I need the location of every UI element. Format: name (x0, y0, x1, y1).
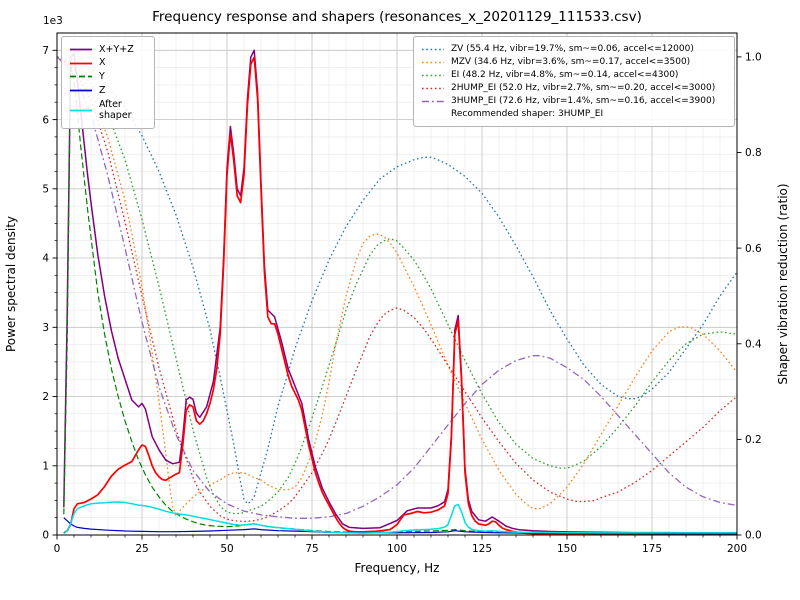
legend-swatch (69, 107, 93, 114)
svg-text:0.6: 0.6 (745, 243, 762, 255)
legend-line-sample-icon (70, 109, 92, 112)
svg-text:7: 7 (42, 45, 49, 57)
legend-line-sample-icon (70, 76, 92, 78)
svg-text:25: 25 (135, 543, 148, 555)
legend-swatch (69, 60, 93, 67)
svg-text:100: 100 (387, 543, 407, 555)
legend-label: After shaper (99, 99, 132, 122)
legend-line-sample-icon (422, 48, 444, 50)
svg-text:2: 2 (42, 391, 49, 403)
legend-line-sample-icon (70, 89, 92, 92)
svg-text:5: 5 (42, 184, 49, 196)
legend-swatch (421, 59, 445, 66)
legend-swatch (69, 46, 93, 53)
axis-ticks: 0 25 50 75 100 125 150 175 200 0 1 2 3 4 5 6 7 0.0 0.2 0.4 0… (42, 45, 762, 555)
legend-item-after-shaper: After shaper (69, 99, 147, 122)
legend-label: X+Y+Z (99, 43, 134, 55)
legend-swatch (421, 72, 445, 79)
legend-swatch (421, 46, 445, 53)
svg-text:1: 1 (42, 461, 49, 473)
svg-text:125: 125 (472, 543, 492, 555)
svg-text:0: 0 (42, 530, 49, 542)
recommended-shaper-text: Recommended shaper: 3HUMP_EI (451, 109, 604, 119)
svg-text:4: 4 (42, 253, 49, 265)
svg-text:175: 175 (642, 543, 662, 555)
svg-text:0.8: 0.8 (745, 147, 762, 159)
legend-shapers: ZV (55.4 Hz, vibr=19.7%, sm~=0.06, accel… (413, 36, 735, 127)
legend-line-sample-icon (70, 62, 92, 64)
legend-item-3hump-ei: 3HUMP_EI (72.6 Hz, vibr=1.4%, sm~=0.16, … (421, 96, 727, 106)
legend-item-z: Z (69, 85, 147, 96)
legend-label: EI (48.2 Hz, vibr=4.8%, sm~=0.14, accel<… (451, 70, 679, 80)
svg-text:0.2: 0.2 (745, 434, 762, 446)
x-axis-label: Frequency, Hz (355, 561, 440, 575)
legend-label: MZV (34.6 Hz, vibr=3.6%, sm~=0.17, accel… (451, 57, 691, 67)
legend-swatch (69, 87, 93, 94)
svg-text:75: 75 (305, 543, 318, 555)
svg-text:1.0: 1.0 (745, 52, 762, 64)
legend-label: 2HUMP_EI (52.0 Hz, vibr=2.7%, sm~=0.20, … (451, 83, 716, 93)
legend-line-sample-icon (422, 61, 444, 63)
legend-line-sample-icon (422, 74, 444, 76)
series-curves (57, 49, 737, 535)
y-axis-label-left: Power spectral density (4, 216, 18, 352)
svg-text:50: 50 (220, 543, 233, 555)
legend-item-x-y-z: X+Y+Z (69, 44, 147, 55)
svg-text:0.0: 0.0 (745, 530, 762, 542)
legend-label: X (99, 57, 106, 69)
legend-item-2hump-ei: 2HUMP_EI (52.0 Hz, vibr=2.7%, sm~=0.20, … (421, 83, 727, 93)
recommended-shaper-row: Recommended shaper: 3HUMP_EI (421, 109, 727, 119)
legend-label: ZV (55.4 Hz, vibr=19.7%, sm~=0.06, accel… (451, 44, 694, 54)
svg-text:150: 150 (557, 543, 577, 555)
legend-item-mzv: MZV (34.6 Hz, vibr=3.6%, sm~=0.17, accel… (421, 57, 727, 67)
legend-label: 3HUMP_EI (72.6 Hz, vibr=1.4%, sm~=0.16, … (451, 96, 716, 106)
legend-line-sample-icon (70, 48, 92, 51)
axis-offset-text: 1e3 (43, 15, 63, 27)
legend-swatch (421, 85, 445, 92)
svg-text:3: 3 (42, 322, 49, 334)
legend-label: Y (99, 71, 105, 83)
legend-label: Z (99, 85, 106, 97)
svg-text:0: 0 (54, 543, 61, 555)
chart-title: Frequency response and shapers (resonanc… (152, 9, 642, 25)
legend-swatch (421, 98, 445, 105)
legend-item-ei: EI (48.2 Hz, vibr=4.8%, sm~=0.14, accel<… (421, 70, 727, 80)
legend-line-sample-icon (422, 87, 444, 89)
legend-item-zv: ZV (55.4 Hz, vibr=19.7%, sm~=0.06, accel… (421, 44, 727, 54)
legend-item-x: X (69, 57, 147, 68)
legend-item-y: Y (69, 71, 147, 82)
y-axis-label-right: Shaper vibration reduction (ratio) (776, 183, 790, 384)
legend-psd: X+Y+Z X Y Z After shaper (61, 36, 155, 130)
svg-text:200: 200 (727, 543, 747, 555)
svg-text:6: 6 (42, 114, 49, 126)
svg-text:0.4: 0.4 (745, 339, 762, 351)
legend-line-sample-icon (422, 100, 444, 102)
legend-swatch (69, 73, 93, 80)
